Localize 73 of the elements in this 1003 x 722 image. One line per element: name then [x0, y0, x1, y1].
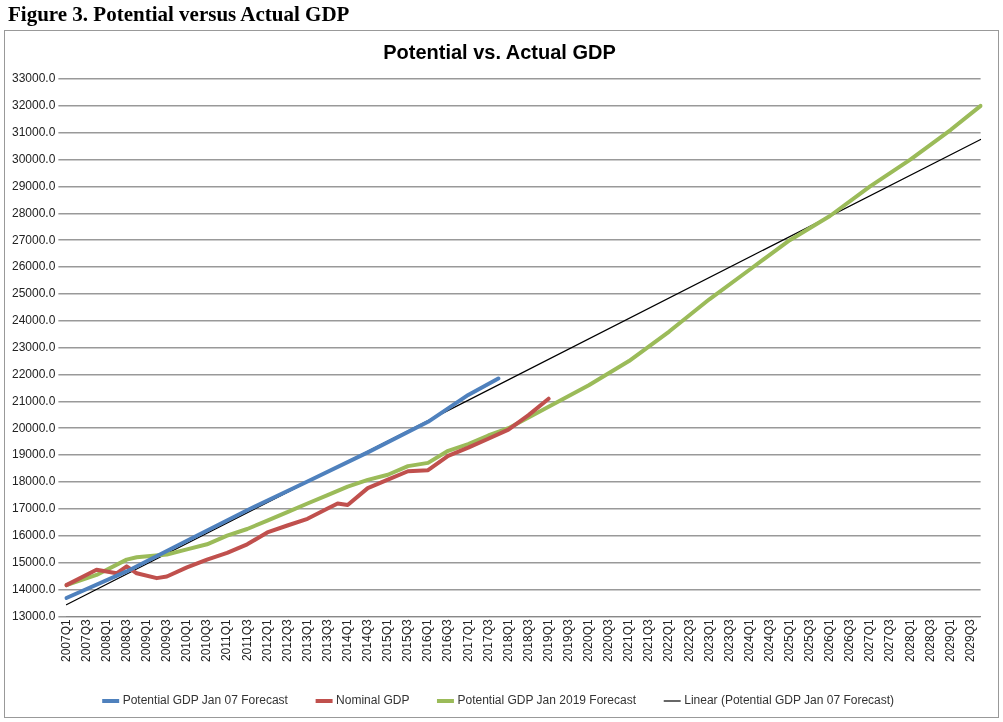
- y-tick-label: 25000.0: [11, 286, 56, 301]
- x-tick-label: 2029Q1: [942, 618, 957, 662]
- y-tick-label: 24000.0: [11, 313, 56, 328]
- x-tick-label: 2008Q3: [118, 618, 133, 662]
- y-tick-label: 15000.0: [11, 554, 56, 569]
- y-tick-label: 27000.0: [11, 232, 56, 247]
- legend-label: Linear (Potential GDP Jan 07 Forecast): [684, 693, 895, 708]
- x-tick-label: 2028Q1: [902, 618, 917, 662]
- x-tick-label: 2023Q3: [721, 618, 736, 662]
- x-tick-label: 2016Q1: [420, 618, 435, 662]
- x-tick-label: 2018Q1: [500, 618, 515, 662]
- y-tick-label: 21000.0: [11, 393, 56, 408]
- x-tick-label: 2015Q1: [380, 618, 395, 662]
- x-tick-label: 2008Q1: [98, 618, 113, 662]
- x-tick-label: 2013Q1: [299, 618, 314, 662]
- x-tick-label: 2028Q3: [922, 618, 937, 662]
- x-tick-label: 2017Q3: [480, 618, 495, 662]
- x-tick-label: 2024Q3: [761, 618, 776, 662]
- x-tick-label: 2014Q3: [360, 618, 375, 662]
- x-tick-label: 2029Q3: [962, 618, 977, 662]
- y-tick-label: 30000.0: [11, 151, 56, 166]
- y-tick-label: 31000.0: [11, 125, 56, 140]
- y-tick-label: 13000.0: [11, 608, 56, 623]
- y-tick-label: 32000.0: [11, 98, 56, 113]
- x-tick-label: 2018Q3: [520, 618, 535, 662]
- y-tick-label: 33000.0: [11, 71, 56, 86]
- y-tick-label: 28000.0: [11, 205, 56, 220]
- legend-label: Potential GDP Jan 2019 Forecast: [457, 693, 637, 708]
- x-tick-label: 2010Q3: [199, 618, 214, 662]
- x-tick-label: 2015Q3: [400, 618, 415, 662]
- x-tick-label: 2017Q1: [460, 618, 475, 662]
- x-tick-label: 2026Q3: [842, 618, 857, 662]
- x-tick-label: 2025Q1: [782, 618, 797, 662]
- x-tick-label: 2011Q3: [239, 618, 254, 662]
- y-tick-label: 23000.0: [11, 339, 56, 354]
- x-tick-label: 2007Q1: [58, 618, 73, 662]
- y-tick-label: 22000.0: [11, 366, 56, 381]
- x-tick-label: 2022Q3: [681, 618, 696, 662]
- x-tick-label: 2009Q3: [159, 618, 174, 662]
- x-tick-label: 2027Q3: [882, 618, 897, 662]
- legend-label: Nominal GDP: [336, 693, 410, 708]
- x-tick-label: 2010Q1: [179, 618, 194, 662]
- x-tick-label: 2020Q3: [601, 618, 616, 662]
- x-tick-label: 2012Q1: [259, 618, 274, 662]
- x-tick-label: 2024Q1: [741, 618, 756, 662]
- x-tick-label: 2019Q1: [540, 618, 555, 662]
- x-tick-label: 2013Q3: [319, 618, 334, 662]
- chart-title: Figure 3. Potential versus Actual GDP: [7, 1, 351, 28]
- x-tick-label: 2023Q1: [701, 618, 716, 662]
- x-tick-label: 2021Q3: [641, 618, 656, 662]
- y-tick-label: 29000.0: [11, 178, 56, 193]
- x-tick-label: 2019Q3: [561, 618, 576, 662]
- chart-subtitle: Potential vs. Actual GDP: [383, 40, 616, 63]
- x-tick-label: 2011Q1: [219, 618, 234, 662]
- x-tick-label: 2016Q3: [440, 618, 455, 662]
- y-tick-label: 20000.0: [11, 420, 56, 435]
- y-tick-label: 26000.0: [11, 259, 56, 274]
- x-tick-label: 2027Q1: [862, 618, 877, 662]
- y-tick-label: 17000.0: [11, 501, 56, 516]
- y-tick-label: 16000.0: [11, 528, 56, 543]
- x-tick-label: 2014Q1: [339, 618, 354, 662]
- legend-label: Potential GDP Jan 07 Forecast: [122, 693, 289, 708]
- x-tick-label: 2025Q3: [802, 618, 817, 662]
- x-tick-label: 2007Q3: [78, 618, 93, 662]
- x-tick-label: 2026Q1: [822, 618, 837, 662]
- x-tick-label: 2020Q1: [581, 618, 596, 662]
- x-tick-label: 2012Q3: [279, 618, 294, 662]
- x-tick-label: 2022Q1: [661, 618, 676, 662]
- y-tick-label: 19000.0: [11, 447, 56, 462]
- x-tick-label: 2009Q1: [139, 618, 154, 662]
- x-tick-label: 2021Q1: [621, 618, 636, 662]
- y-tick-label: 18000.0: [11, 474, 56, 489]
- y-tick-label: 14000.0: [11, 581, 56, 596]
